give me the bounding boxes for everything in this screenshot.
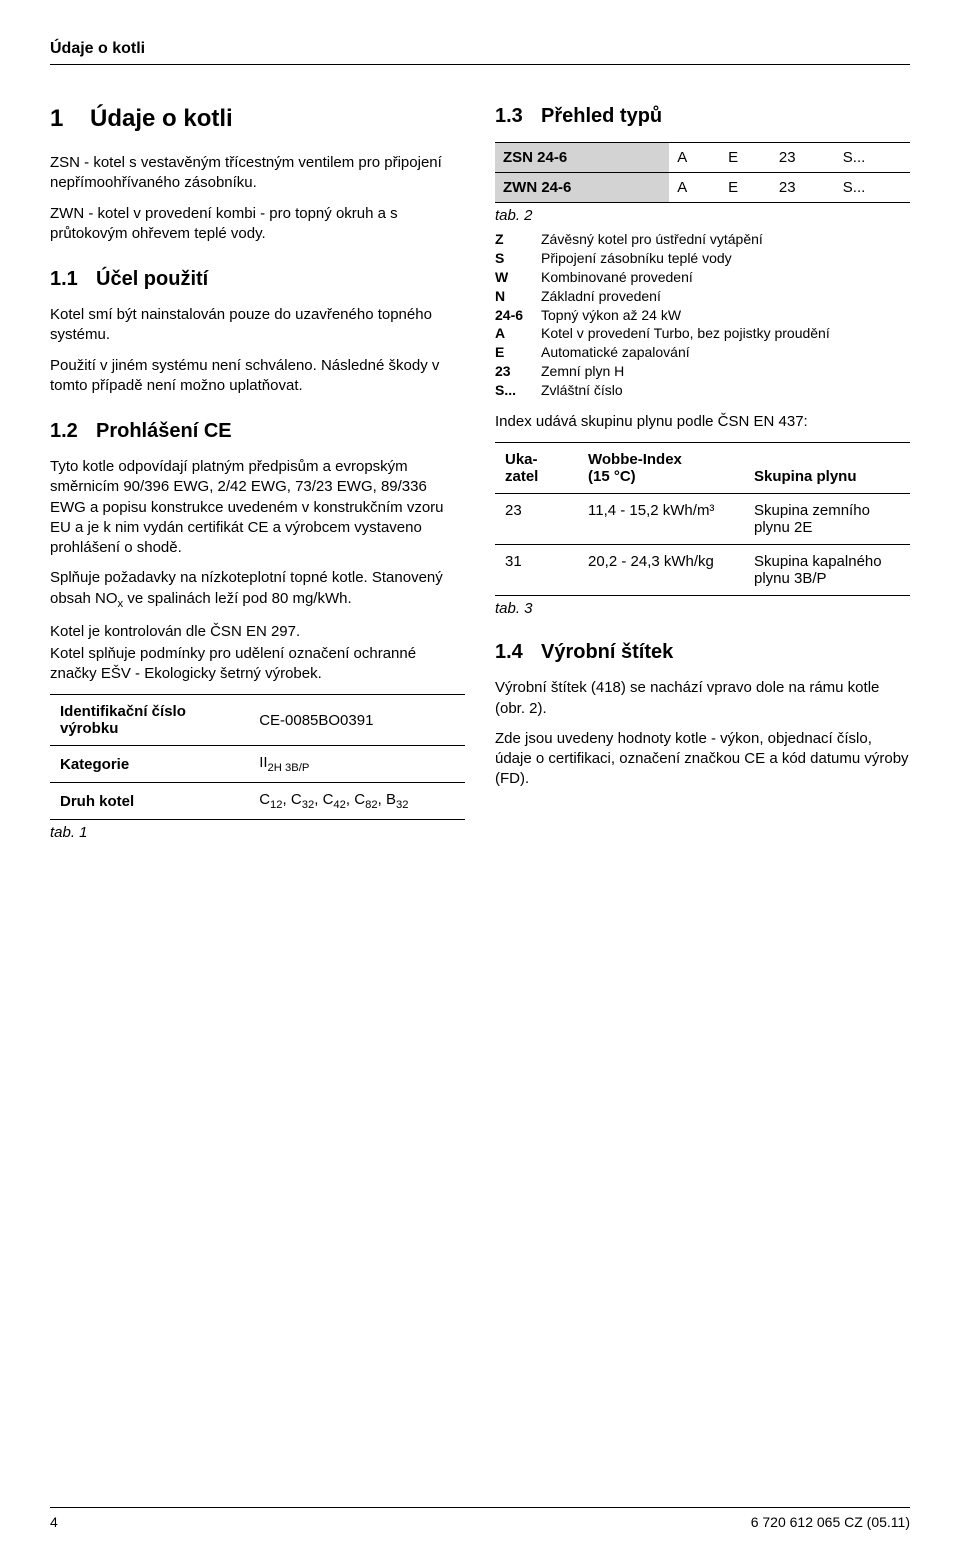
s12-p2: Splňuje požadavky na nízkoteplotní topné… (50, 568, 465, 611)
section-title: Prohlášení CE (96, 420, 232, 442)
legend-item: WKombinované provedení (495, 268, 910, 287)
type-name: ZSN 24-6 (495, 143, 669, 173)
section-number: 1.2 (50, 420, 96, 443)
index-line: Index udává skupinu plynu podle ČSN EN 4… (495, 412, 910, 432)
section-1-1-heading: 1.1Účel použití (50, 268, 465, 291)
table-row: ZSN 24-6 A E 23 S... (495, 143, 910, 173)
type-col: S... (835, 143, 910, 173)
running-header: Údaje o kotli (50, 40, 910, 58)
section-title: Přehled typů (541, 105, 662, 127)
ident-value: II2H 3B/P (249, 746, 465, 783)
legend-item: AKotel v provedení Turbo, bez pojistky p… (495, 324, 910, 343)
wobbe-h2: Wobbe-Index(15 °C) (578, 443, 744, 494)
s12-p3: Kotel je kontrolován dle ČSN EN 297. (50, 622, 465, 642)
type-col: A (669, 143, 720, 173)
section-title: Údaje o kotli (90, 105, 233, 132)
table-row: Druh kotel C12, C32, C42, C82, B32 (50, 783, 465, 820)
table-row: Kategorie II2H 3B/P (50, 746, 465, 783)
type-col: E (720, 173, 771, 203)
s14-p2: Zde jsou uvedeny hodnoty kotle - výkon, … (495, 729, 910, 790)
wobbe-cell: Skupina zemního plynu 2E (744, 494, 910, 545)
ident-value: C12, C32, C42, C82, B32 (249, 783, 465, 820)
legend-item: 24-6Topný výkon až 24 kW (495, 306, 910, 325)
ident-label: Druh kotel (50, 783, 249, 820)
types-table: ZSN 24-6 A E 23 S... ZWN 24-6 A E 23 S..… (495, 142, 910, 203)
wobbe-cell: Skupina kapalného plynu 3B/P (744, 545, 910, 596)
section-title: Výrobní štítek (541, 641, 673, 663)
table-header-row: Uka-zatel Wobbe-Index(15 °C) Skupina ply… (495, 443, 910, 494)
wobbe-h1: Uka-zatel (495, 443, 578, 494)
identification-table: Identifikační číslo výrobku CE-0085BO039… (50, 694, 465, 820)
intro-p1: ZSN - kotel s vestavěným třícestným vent… (50, 153, 465, 194)
page-number: 4 (50, 1514, 58, 1530)
section-number: 1.1 (50, 268, 96, 291)
intro-p2: ZWN - kotel v provedení kombi - pro topn… (50, 204, 465, 245)
type-name: ZWN 24-6 (495, 173, 669, 203)
s14-p1: Výrobní štítek (418) se nachází vpravo d… (495, 678, 910, 719)
left-column: 1Údaje o kotli ZSN - kotel s vestavěným … (50, 105, 465, 841)
section-1-4-heading: 1.4Výrobní štítek (495, 641, 910, 664)
table-caption: tab. 1 (50, 824, 465, 841)
wobbe-cell: 11,4 - 15,2 kWh/m³ (578, 494, 744, 545)
table-row: Identifikační číslo výrobku CE-0085BO039… (50, 695, 465, 746)
legend-item: ZZávěsný kotel pro ústřední vytápění (495, 230, 910, 249)
section-number: 1.3 (495, 105, 541, 128)
page-footer: 4 6 720 612 065 CZ (05.11) (50, 1507, 910, 1530)
legend-item: S...Zvláštní číslo (495, 381, 910, 400)
wobbe-table: Uka-zatel Wobbe-Index(15 °C) Skupina ply… (495, 442, 910, 596)
type-col: A (669, 173, 720, 203)
table-caption: tab. 3 (495, 600, 910, 617)
table-row: 31 20,2 - 24,3 kWh/kg Skupina kapalného … (495, 545, 910, 596)
type-col: E (720, 143, 771, 173)
section-number: 1.4 (495, 641, 541, 664)
section-1-2-heading: 1.2Prohlášení CE (50, 420, 465, 443)
type-col: 23 (771, 173, 835, 203)
footer-rule (50, 1507, 910, 1508)
s11-p1: Kotel smí být nainstalován pouze do uzav… (50, 305, 465, 346)
legend-item: SPřipojení zásobníku teplé vody (495, 249, 910, 268)
type-legend: ZZávěsný kotel pro ústřední vytápění SPř… (495, 230, 910, 400)
doc-id: 6 720 612 065 CZ (05.11) (751, 1514, 910, 1530)
s12-p1: Tyto kotle odpovídají platným předpisům … (50, 457, 465, 558)
table-row: 23 11,4 - 15,2 kWh/m³ Skupina zemního pl… (495, 494, 910, 545)
section-title: Účel použití (96, 268, 208, 290)
legend-item: NZákladní provedení (495, 287, 910, 306)
table-row: ZWN 24-6 A E 23 S... (495, 173, 910, 203)
legend-item: EAutomatické zapalování (495, 343, 910, 362)
ident-label: Kategorie (50, 746, 249, 783)
type-col: 23 (771, 143, 835, 173)
s12-p4: Kotel splňuje podmínky pro udělení označ… (50, 644, 465, 685)
type-col: S... (835, 173, 910, 203)
ident-value: CE-0085BO0391 (249, 695, 465, 746)
wobbe-cell: 20,2 - 24,3 kWh/kg (578, 545, 744, 596)
right-column: 1.3Přehled typů ZSN 24-6 A E 23 S... ZWN… (495, 105, 910, 841)
header-rule (50, 64, 910, 65)
wobbe-h3: Skupina plynu (744, 443, 910, 494)
section-number: 1 (50, 105, 90, 133)
ident-label: Identifikační číslo výrobku (50, 695, 249, 746)
section-1-heading: 1Údaje o kotli (50, 105, 465, 133)
s11-p2: Použití v jiném systému není schváleno. … (50, 356, 465, 397)
section-1-3-heading: 1.3Přehled typů (495, 105, 910, 128)
table-caption: tab. 2 (495, 207, 910, 224)
wobbe-cell: 23 (495, 494, 578, 545)
legend-item: 23Zemní plyn H (495, 362, 910, 381)
wobbe-cell: 31 (495, 545, 578, 596)
